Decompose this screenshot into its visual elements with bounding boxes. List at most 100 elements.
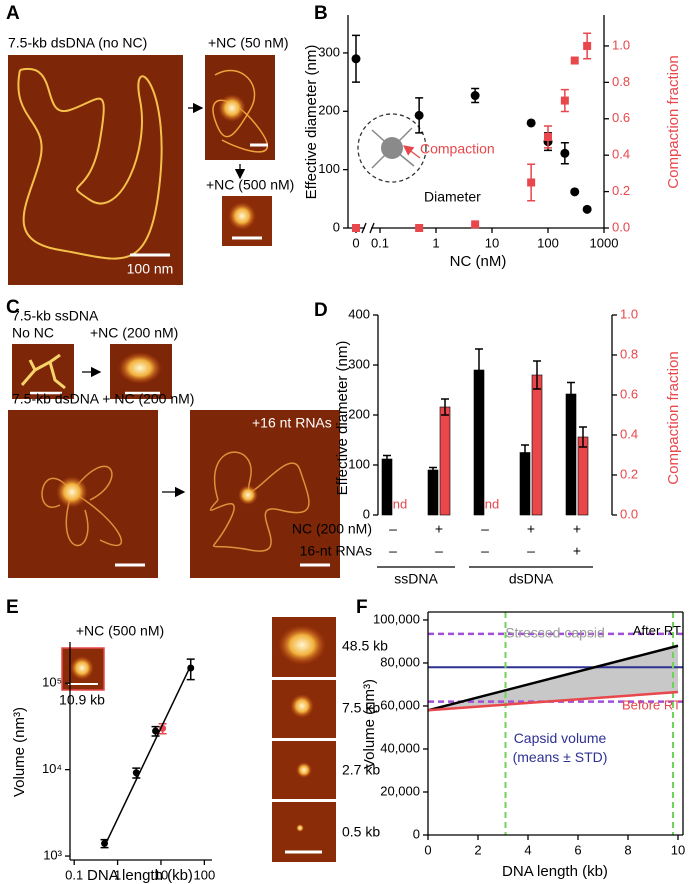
- bar: [531, 374, 543, 516]
- point: [526, 118, 536, 128]
- dna-blob: [290, 694, 314, 718]
- y2-tick-label: 0.8: [620, 346, 638, 361]
- axis-break: [361, 222, 367, 234]
- bar: [439, 406, 451, 516]
- x-tick-label: 0.1: [371, 235, 389, 250]
- y2-tick-label: 0.4: [620, 426, 638, 441]
- diagram-circle: [357, 113, 427, 183]
- row-sign: –: [389, 521, 397, 537]
- point: [570, 56, 579, 65]
- point: [351, 54, 361, 64]
- point: [544, 132, 552, 141]
- point: [414, 110, 424, 120]
- value-label: nd: [393, 496, 407, 511]
- annotation: Diameter: [424, 189, 481, 205]
- y-tick-label: 40,000: [380, 740, 420, 755]
- y2-tick-label: 0.6: [612, 110, 630, 125]
- error-bar: [429, 466, 437, 474]
- dna-blob: [218, 94, 246, 122]
- image-title: 7.5-kb dsDNA + NC (200 nM): [12, 391, 194, 407]
- dna-blob: [296, 824, 304, 832]
- y-axis-label: Effective diameter (nm): [303, 45, 320, 200]
- y-tick-label: 10⁵: [42, 675, 62, 690]
- y2-tick-label: 0.0: [612, 219, 630, 234]
- panel-label: A: [6, 3, 20, 24]
- x-tick-label: 10: [154, 867, 168, 882]
- x-tick-label: 10: [671, 842, 685, 857]
- image-title: +NC (200 nM): [90, 325, 178, 341]
- error-bar: [441, 398, 449, 416]
- dna-strand: [209, 451, 310, 552]
- dna-blob: [238, 485, 258, 505]
- row-label: 16-nt RNAs: [300, 543, 372, 559]
- y-tick-label: 300: [318, 44, 340, 59]
- dna-strand: [17, 67, 163, 260]
- axis-break: [365, 225, 371, 231]
- x-tick-label: 1000: [590, 235, 619, 250]
- hline-label: Capsid volume: [514, 730, 607, 746]
- y-tick-label: 300: [348, 356, 370, 371]
- point: [352, 224, 360, 232]
- error-bar: [383, 454, 391, 464]
- dna-blob: [70, 656, 94, 680]
- dna-blob: [56, 476, 88, 508]
- y-tick-label: 200: [318, 103, 340, 118]
- x-tick-label: 10: [485, 235, 499, 250]
- dna-blob: [278, 625, 326, 665]
- series-line: [427, 644, 679, 712]
- panel-label: E: [6, 597, 19, 618]
- error-bar: [567, 381, 575, 407]
- fit-line: [103, 665, 192, 847]
- image-title: +NC (500 nM): [206, 177, 294, 193]
- row-sign: –: [481, 543, 489, 559]
- point: [527, 178, 536, 187]
- row-sign: +: [527, 521, 535, 537]
- y-tick-label: 100: [318, 161, 340, 176]
- error-bar: [521, 444, 529, 461]
- row-sign: –: [481, 521, 489, 537]
- inset-title: +NC (500 nM): [76, 623, 164, 639]
- image-title: +NC (50 nM): [208, 35, 289, 51]
- point: [583, 41, 592, 50]
- group-label: dsDNA: [509, 571, 554, 587]
- y2-tick-label: 1.0: [612, 37, 630, 52]
- row-sign: +: [573, 543, 581, 559]
- panel-label: F: [356, 597, 368, 618]
- y2-tick-label: 0.0: [620, 506, 638, 521]
- annotation: Compaction: [420, 141, 495, 157]
- x-tick-label: 0.1: [65, 867, 83, 882]
- x-axis-label: DNA length (kb): [87, 867, 193, 884]
- x-tick-label: 6: [574, 842, 581, 857]
- point: [570, 187, 580, 197]
- row-sign: –: [389, 543, 397, 559]
- row-sign: +: [573, 521, 581, 537]
- scale-label: 100 nm: [127, 261, 174, 277]
- ssdna: [20, 353, 66, 390]
- y2-tick-label: 0.2: [620, 466, 638, 481]
- y-tick-label: 60,000: [380, 697, 420, 712]
- bar: [565, 393, 577, 516]
- ssdna-blob: [118, 352, 162, 384]
- bar: [381, 458, 393, 516]
- y-axis-label: Effective diameter (nm): [334, 341, 351, 496]
- y-tick-label: 10³: [43, 847, 62, 862]
- y2-tick-label: 1.0: [620, 306, 638, 321]
- series-label: After RT: [633, 623, 681, 638]
- image-label: 2.7 kb: [342, 762, 380, 778]
- point: [582, 204, 592, 214]
- panel-label: D: [314, 300, 328, 321]
- row-sign: –: [435, 543, 443, 559]
- x-tick-label: 100: [194, 867, 216, 882]
- group-label: ssDNA: [394, 571, 438, 587]
- point: [560, 148, 570, 158]
- x-tick-label: 1: [432, 235, 439, 250]
- x-tick-label: 0: [352, 235, 359, 250]
- point: [560, 96, 569, 105]
- y2-axis-label: Compaction fraction: [665, 351, 682, 484]
- x-axis-label: NC (nM): [450, 253, 507, 270]
- error-bar: [533, 360, 541, 390]
- dna-strand: [212, 69, 269, 153]
- point: [152, 727, 160, 735]
- y-axis-label: Volume (nm³): [361, 679, 378, 769]
